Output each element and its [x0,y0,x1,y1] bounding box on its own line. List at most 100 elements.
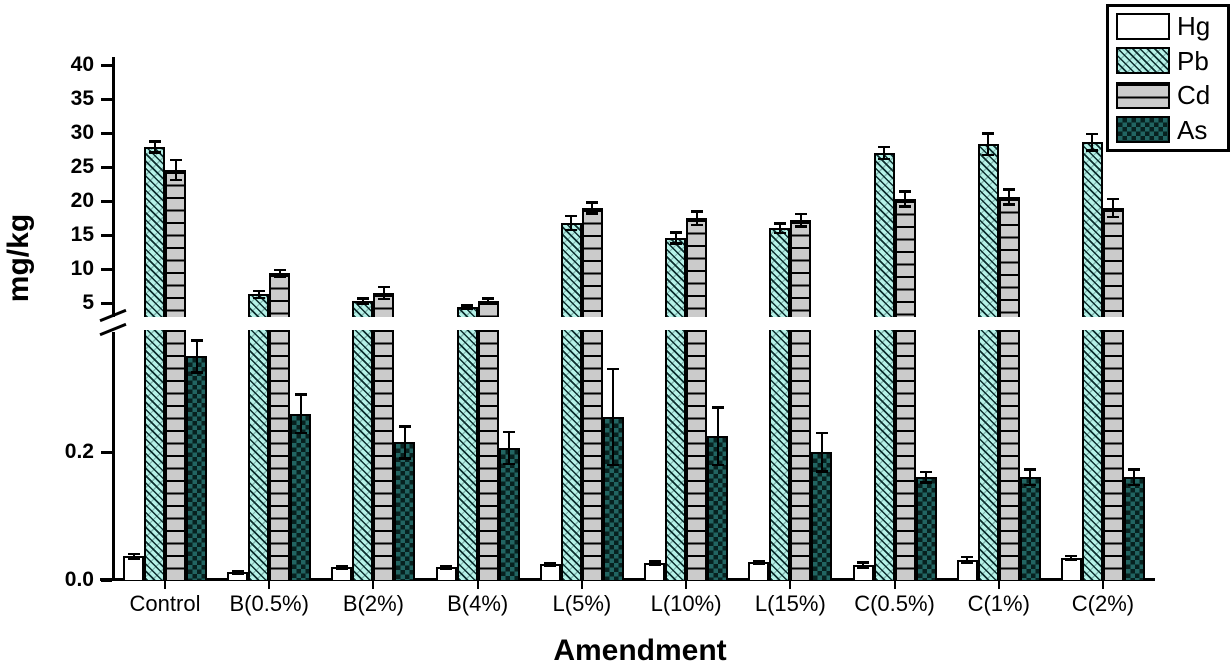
x-tick-label: B(0.5%) [229,591,309,616]
y-tick [101,98,112,101]
error-bar-line [361,298,364,304]
error-bar-line [987,133,990,155]
legend-item-cd: Cd [1116,81,1220,109]
error-bar-cap [1003,188,1016,191]
error-bar-cap [961,555,974,559]
error-bar-cap [148,140,161,143]
y-tick [101,268,112,271]
x-tick [580,580,583,589]
error-bar-cap [565,228,578,232]
error-bar-cap [1107,197,1120,201]
error-bar-cap [503,462,516,466]
error-bar-cap [1086,132,1099,136]
bar-pb-3-lower [456,330,478,580]
bar-as-8 [1019,476,1041,580]
x-tick-label: Control [129,591,201,616]
error-bar-line [925,471,928,483]
error-bar-cap [878,145,891,149]
error-bar-line [904,191,907,207]
error-bar-line [1091,133,1094,150]
error-bar-cap [794,225,807,228]
y-tick-label: 35 [70,87,94,110]
error-bar-cap [752,562,765,565]
error-bar-line [778,223,781,233]
error-bar-cap [440,567,453,570]
bar-cd-3-lower [477,330,499,580]
error-bar-cap [1065,558,1078,562]
error-bar-line [1070,555,1073,560]
error-bar-cap [1128,468,1141,471]
y-tick-label: 5 [82,291,94,314]
error-bar-cap [669,231,682,234]
error-bar-cap [961,561,974,564]
y-tick-label: 15 [70,223,94,246]
bar-pb-8 [977,143,999,317]
bar-pb-0 [144,146,165,317]
legend-item-pb: Pb [1116,47,1220,75]
y-tick-label: 0.0 [64,568,94,591]
bar-cd-8-lower [998,330,1020,580]
legend-label-as: As [1177,114,1208,145]
error-bar-cap [815,470,828,473]
bar-cd-1-lower [269,330,291,580]
error-bar-cap [252,296,265,300]
bar-cd-9 [1102,207,1124,317]
legend-swatch-pb [1116,47,1170,75]
error-bar-line [966,556,969,563]
error-bar-cap [398,425,411,428]
error-bar-line [382,286,385,299]
error-bar-cap [982,132,995,135]
error-bar-line [591,202,594,214]
x-tick-label: C(1%) [967,591,1030,616]
bar-pb-7-lower [873,330,895,580]
error-bar-line [257,290,260,298]
y-tick-label: 25 [70,155,94,178]
error-bar-cap [857,561,870,564]
y-tick-label: 20 [70,189,94,212]
error-bar-cap [607,463,620,467]
legend: Hg Pb Cd As [1106,4,1230,152]
bar-pb-6-lower [769,330,791,580]
bar-pb-7 [873,152,895,317]
error-bar-cap [461,307,474,311]
error-bar-cap [711,463,724,467]
error-bar-cap [982,153,995,157]
y-tick-label: 10 [70,257,94,280]
error-bar-cap [294,393,307,396]
error-bar-line [174,159,177,180]
error-bar-line [487,298,490,304]
error-bar-line [862,562,865,568]
bar-cd-4 [581,207,603,317]
bar-pb-4 [560,222,582,317]
y-tick [101,451,112,454]
error-bar-cap [273,275,286,278]
error-bar-cap [857,566,870,569]
error-bar-cap [1024,483,1037,487]
legend-swatch-as [1116,116,1170,144]
error-bar-cap [711,406,724,409]
error-bar-line [612,368,615,465]
error-bar-line [674,232,677,244]
bar-as-5 [707,436,729,580]
legend-swatch-hg [1116,12,1170,40]
error-bar-cap [356,302,369,306]
legend-item-as: As [1116,116,1220,144]
bar-pb-0-lower [144,330,165,580]
legend-swatch-cd [1116,81,1170,109]
error-bar-cap [586,212,599,215]
y-tick [101,166,112,169]
error-bar-cap [377,285,390,289]
error-bar-cap [169,158,182,162]
error-bar-line [695,211,698,225]
bar-pb-5-lower [665,330,687,580]
error-bar-line [403,426,406,459]
error-bar-cap [127,552,140,556]
bar-pb-8-lower [977,330,999,580]
error-bar-cap [482,297,495,300]
x-tick [1101,580,1104,589]
error-bar-line [153,141,156,153]
bar-as-3 [498,447,520,580]
bar-cd-6 [790,220,812,317]
